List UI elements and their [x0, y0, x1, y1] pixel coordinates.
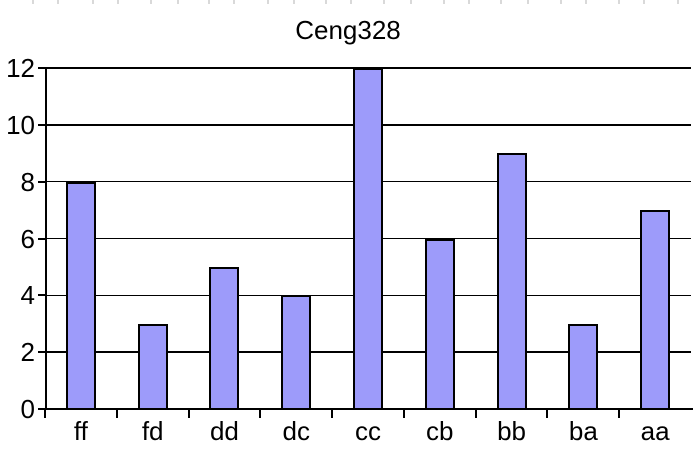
x-axis-tick [618, 410, 621, 418]
x-axis-tick [187, 410, 190, 418]
y-axis-label: 0 [20, 394, 35, 424]
top-ruler-tick [150, 0, 152, 4]
x-axis-label-cb: cb [426, 416, 454, 446]
top-ruler-tick [443, 0, 445, 4]
y-axis-tick [38, 123, 47, 126]
bar-ff [65, 181, 96, 410]
y-axis-line [45, 68, 47, 409]
top-ruler-tick [325, 0, 327, 4]
top-ruler-tick [643, 0, 645, 4]
y-axis-label: 10 [6, 109, 35, 140]
top-ruler-tick [57, 0, 59, 4]
x-axis-label-dc: dc [282, 416, 310, 446]
x-axis-tick [44, 410, 46, 418]
top-ruler-tick [350, 0, 352, 4]
top-ruler-tick [618, 0, 620, 4]
x-axis-tick [546, 410, 549, 418]
y-axis-label: 12 [6, 53, 35, 83]
x-axis-label-aa: aa [640, 416, 670, 446]
top-ruler-tick [267, 0, 269, 4]
x-axis-line [45, 408, 693, 410]
y-axis-label: 8 [20, 166, 35, 197]
top-ruler [0, 0, 696, 6]
bar-dd [209, 266, 240, 410]
y-axis-tick [38, 67, 47, 69]
top-ruler-tick [208, 0, 210, 4]
top-ruler-tick [233, 0, 235, 4]
bar-dc [281, 295, 312, 410]
top-ruler-tick [677, 0, 679, 4]
x-axis-label-ff: ff [73, 416, 88, 446]
bar-bb [496, 153, 527, 410]
y-axis-label: 4 [20, 280, 35, 311]
bar-cb [424, 238, 455, 410]
top-ruler-tick [468, 0, 470, 4]
top-ruler-tick [500, 0, 502, 4]
x-axis-tick [474, 410, 477, 418]
bar-cc [353, 68, 383, 410]
y-axis-tick [38, 237, 47, 240]
x-axis-label-bb: bb [497, 416, 526, 446]
top-ruler-tick [560, 0, 562, 4]
top-ruler-tick [293, 0, 295, 4]
x-axis-label-dd: dd [209, 416, 239, 446]
top-ruler-tick [92, 0, 94, 4]
x-axis-tick [331, 410, 334, 418]
y-axis-label: 6 [20, 223, 35, 254]
x-axis-label-cc: cc [355, 416, 381, 446]
bar-ba [568, 323, 599, 410]
y-axis-tick [38, 180, 47, 183]
x-axis-tick [115, 410, 118, 418]
bar-aa [640, 210, 671, 410]
top-ruler-tick [383, 0, 385, 4]
top-ruler-tick [117, 0, 119, 4]
y-axis-tick [38, 351, 47, 354]
x-axis-label-ba: ba [568, 416, 598, 446]
top-ruler-tick [410, 0, 412, 4]
y-axis-tick [38, 294, 47, 297]
top-ruler-tick [585, 0, 587, 4]
x-axis-label-fd: fd [141, 416, 164, 446]
top-ruler-tick [527, 0, 529, 4]
chart-title: Ceng328 [295, 15, 401, 45]
bar-fd [137, 323, 168, 410]
top-ruler-tick [32, 0, 34, 4]
x-axis-tick [259, 410, 262, 418]
top-ruler-tick [177, 0, 179, 4]
x-axis-tick [402, 410, 405, 418]
y-axis-tick [38, 408, 47, 410]
y-axis-label: 2 [20, 337, 35, 368]
